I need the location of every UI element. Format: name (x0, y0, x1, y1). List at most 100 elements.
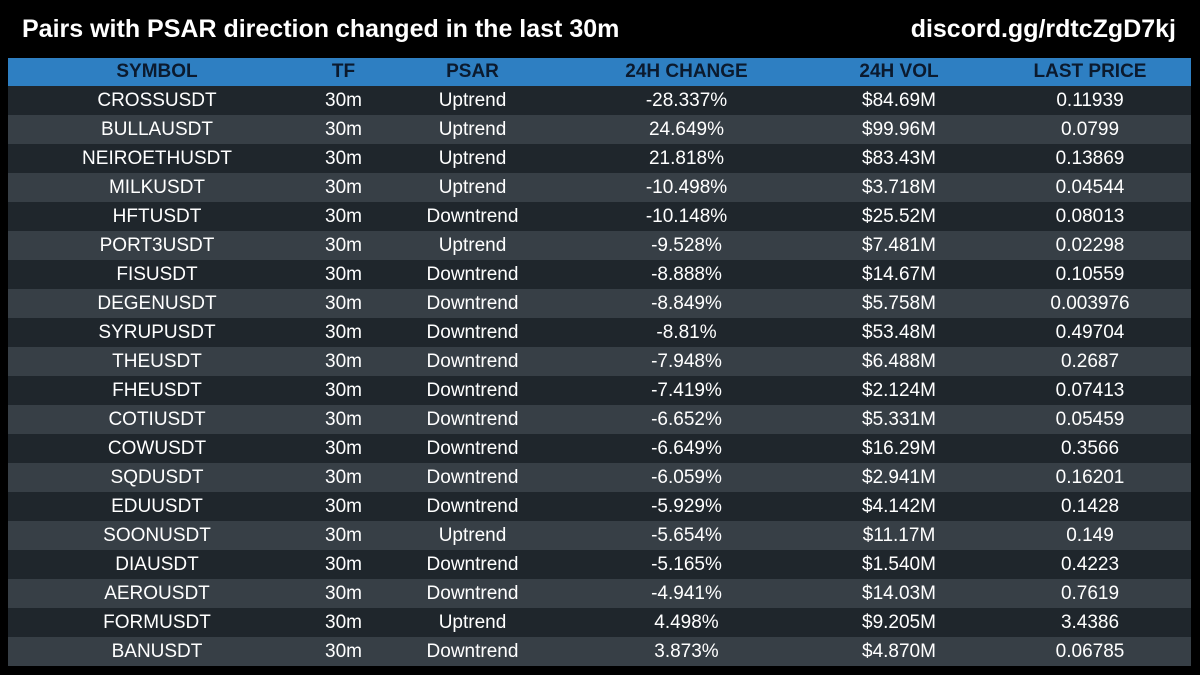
column-header-24h-change[interactable]: 24H CHANGE (625, 61, 748, 82)
table-row[interactable]: COWUSDT 30m Downtrend -6.649% $16.29M 0.3566 (8, 434, 1191, 463)
table-row[interactable]: FHEUSDT 30m Downtrend -7.419% $2.124M 0.07413 (8, 376, 1191, 405)
psar-cell: Uptrend (438, 148, 507, 169)
change-cell: 4.498% (654, 612, 719, 633)
price-cell: 0.0799 (1060, 119, 1120, 140)
volume-cell: $14.67M (862, 264, 936, 285)
table-row[interactable]: COTIUSDT 30m Downtrend -6.652% $5.331M 0.0545… (8, 405, 1191, 434)
symbol-cell: THEUSDT (112, 351, 202, 372)
table-row[interactable]: BANUSDT 30m Downtrend 3.873% $4.870M 0.06785 (8, 637, 1191, 666)
volume-cell: $4.142M (862, 496, 936, 517)
price-cell: 0.2687 (1060, 351, 1120, 372)
table-row[interactable]: EDUUSDT 30m Downtrend -5.929% $4.142M 0.1428 (8, 492, 1191, 521)
change-cell: -9.528% (651, 235, 722, 256)
price-cell: 0.06785 (1055, 641, 1125, 662)
timeframe-cell: 30m (325, 90, 362, 111)
psar-cell: Uptrend (438, 90, 507, 111)
timeframe-cell: 30m (325, 409, 362, 430)
psar-cell: Downtrend (426, 641, 519, 662)
timeframe-cell: 30m (325, 322, 362, 343)
volume-cell: $83.43M (862, 148, 936, 169)
symbol-cell: EDUUSDT (111, 496, 203, 517)
symbol-cell: HFTUSDT (112, 206, 202, 227)
table-row[interactable]: FISUSDT 30m Downtrend -8.888% $14.67M 0.10559 (8, 260, 1191, 289)
change-cell: -6.652% (651, 409, 722, 430)
column-header-tf[interactable]: TF (331, 61, 356, 82)
change-cell: -7.948% (651, 351, 722, 372)
psar-cell: Uptrend (438, 119, 507, 140)
change-cell: -10.498% (645, 177, 728, 198)
table-row[interactable]: DEGENUSDT 30m Downtrend -8.849% $5.758M 0.003… (8, 289, 1191, 318)
timeframe-cell: 30m (325, 119, 362, 140)
change-cell: -7.419% (651, 380, 722, 401)
table-row[interactable]: AEROUSDT 30m Downtrend -4.941% $14.03M 0.7619 (8, 579, 1191, 608)
table-row[interactable]: SOONUSDT 30m Uptrend -5.654% $11.17M 0.149 (8, 521, 1191, 550)
column-header-last-price[interactable]: LAST PRICE (1033, 61, 1147, 82)
price-cell: 0.149 (1066, 525, 1114, 546)
psar-cell: Downtrend (426, 409, 519, 430)
timeframe-cell: 30m (325, 583, 362, 604)
symbol-cell: BULLAUSDT (101, 119, 213, 140)
change-cell: -5.654% (651, 525, 722, 546)
volume-cell: $99.96M (862, 119, 936, 140)
change-cell: 21.818% (648, 148, 724, 169)
header-bar: Pairs with PSAR direction changed in the… (0, 0, 1200, 58)
table-row[interactable]: DIAUSDT 30m Downtrend -5.165% $1.540M 0.4223 (8, 550, 1191, 579)
table-row[interactable]: THEUSDT 30m Downtrend -7.948% $6.488M 0.2687 (8, 347, 1191, 376)
price-cell: 0.07413 (1055, 380, 1125, 401)
price-cell: 0.04544 (1055, 177, 1125, 198)
timeframe-cell: 30m (325, 380, 362, 401)
change-cell: -8.888% (651, 264, 722, 285)
discord-link[interactable]: discord.gg/rdtcZgD7kj (910, 15, 1176, 43)
symbol-cell: FHEUSDT (112, 380, 202, 401)
price-cell: 0.1428 (1060, 496, 1120, 517)
volume-cell: $6.488M (862, 351, 936, 372)
volume-cell: $4.870M (862, 641, 936, 662)
change-cell: -5.929% (651, 496, 722, 517)
symbol-cell: BANUSDT (111, 641, 203, 662)
column-header-24h-vol[interactable]: 24H VOL (859, 61, 939, 82)
change-cell: -5.165% (651, 554, 722, 575)
symbol-cell: COWUSDT (107, 438, 207, 459)
table-row[interactable]: FORMUSDT 30m Uptrend 4.498% $9.205M 3.4386 (8, 608, 1191, 637)
table-row[interactable]: CROSSUSDT 30m Uptrend -28.337% $84.69M 0.1193… (8, 86, 1191, 115)
change-cell: -4.941% (651, 583, 722, 604)
timeframe-cell: 30m (325, 525, 362, 546)
psar-cell: Downtrend (426, 380, 519, 401)
change-cell: -8.849% (651, 293, 722, 314)
volume-cell: $3.718M (862, 177, 936, 198)
symbol-cell: AEROUSDT (104, 583, 210, 604)
table-header-row: SYMBOL TF PSAR 24H CHANGE 24H VOL LAST P… (8, 58, 1191, 86)
column-header-symbol[interactable]: SYMBOL (116, 61, 198, 82)
change-cell: -6.059% (651, 467, 722, 488)
symbol-cell: CROSSUSDT (97, 90, 217, 111)
timeframe-cell: 30m (325, 177, 362, 198)
timeframe-cell: 30m (325, 351, 362, 372)
psar-table: SYMBOL TF PSAR 24H CHANGE 24H VOL LAST P… (8, 58, 1191, 666)
price-cell: 0.08013 (1055, 206, 1125, 227)
volume-cell: $9.205M (862, 612, 936, 633)
symbol-cell: MILKUSDT (108, 177, 206, 198)
table-row[interactable]: MILKUSDT 30m Uptrend -10.498% $3.718M 0.04544 (8, 173, 1191, 202)
timeframe-cell: 30m (325, 235, 362, 256)
timeframe-cell: 30m (325, 641, 362, 662)
timeframe-cell: 30m (325, 293, 362, 314)
price-cell: 0.4223 (1060, 554, 1120, 575)
table-row[interactable]: PORT3USDT 30m Uptrend -9.528% $7.481M 0.02298 (8, 231, 1191, 260)
timeframe-cell: 30m (325, 467, 362, 488)
table-row[interactable]: BULLAUSDT 30m Uptrend 24.649% $99.96M 0.0799 (8, 115, 1191, 144)
table-row[interactable]: SQDUSDT 30m Downtrend -6.059% $2.941M 0.16201 (8, 463, 1191, 492)
column-header-psar[interactable]: PSAR (446, 61, 499, 82)
symbol-cell: DIAUSDT (115, 554, 199, 575)
table-row[interactable]: SYRUPUSDT 30m Downtrend -8.81% $53.48M 0.4970… (8, 318, 1191, 347)
symbol-cell: SOONUSDT (103, 525, 211, 546)
psar-cell: Downtrend (426, 496, 519, 517)
volume-cell: $84.69M (862, 90, 936, 111)
psar-cell: Downtrend (426, 206, 519, 227)
table-row[interactable]: HFTUSDT 30m Downtrend -10.148% $25.52M 0.0801… (8, 202, 1191, 231)
symbol-cell: DEGENUSDT (97, 293, 217, 314)
table-row[interactable]: NEIROETHUSDT 30m Uptrend 21.818% $83.43M 0.13… (8, 144, 1191, 173)
price-cell: 0.49704 (1055, 322, 1125, 343)
price-cell: 0.02298 (1055, 235, 1125, 256)
change-cell: -28.337% (645, 90, 728, 111)
